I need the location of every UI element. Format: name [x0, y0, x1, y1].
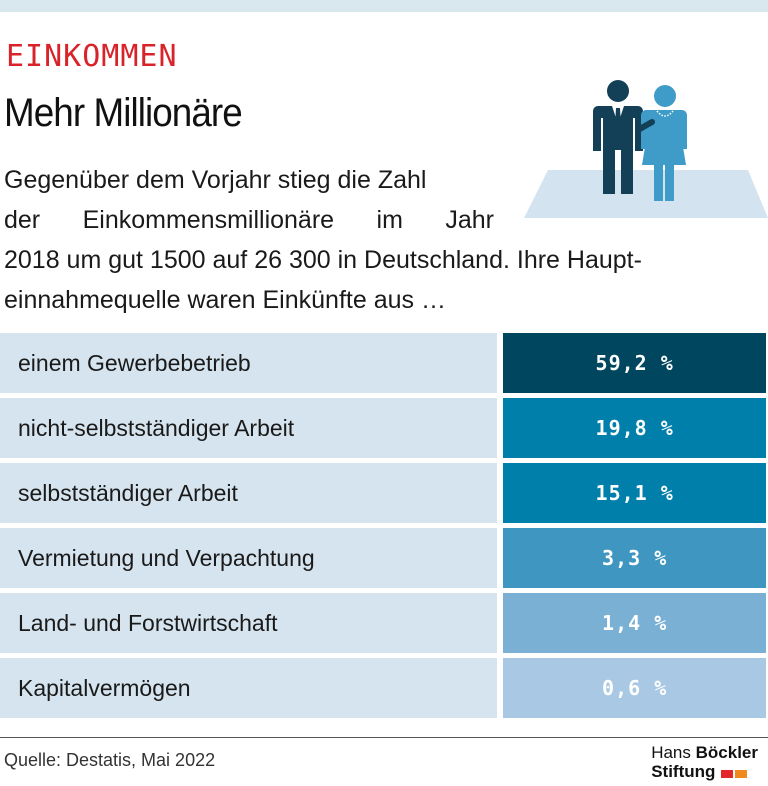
intro-text: Gegenüber dem Vorjahr stieg die Zahl der… — [4, 160, 766, 320]
category-label: selbstständiger Arbeit — [0, 463, 498, 523]
category-label: einem Gewerbebetrieb — [0, 333, 498, 393]
category-label: Vermietung und Verpachtung — [0, 528, 498, 588]
category-label: nicht-selbstständiger Arbeit — [0, 398, 498, 458]
intro-line-4: einnahmequelle waren Einkünfte aus … — [4, 286, 446, 314]
value-cell: 19,8 % — [503, 398, 767, 458]
value-cell: 0,6 % — [503, 658, 767, 718]
couple-on-platform-icon — [524, 80, 768, 218]
top-band — [0, 0, 768, 12]
intro-line-2: der Einkommensmillionäre im Jahr — [4, 206, 494, 234]
logo-text-boeckler: Böckler — [695, 743, 758, 762]
logo-text-stiftung: Stiftung — [651, 762, 716, 781]
chart-row: selbstständiger Arbeit 15,1 % — [0, 463, 768, 523]
logo-text-hans: Hans — [651, 743, 696, 762]
intro-line-3: 2018 um gut 1500 auf 26 300 in Deutschla… — [4, 246, 642, 274]
category-label: Land- und Forstwirtschaft — [0, 593, 498, 653]
category-label: Kapitalvermögen — [0, 658, 498, 718]
intro-line-1: Gegenüber dem Vorjahr stieg die Zahl — [4, 166, 427, 194]
value-cell: 15,1 % — [503, 463, 767, 523]
chart-row: Vermietung und Verpachtung 3,3 % — [0, 528, 768, 588]
source-note: Quelle: Destatis, Mai 2022 — [4, 750, 216, 770]
kicker: EINKOMMEN — [6, 39, 178, 74]
hbs-logo: Hans Böckler Stiftung — [651, 743, 758, 782]
value-cell: 3,3 % — [503, 528, 767, 588]
hbs-logo-squares-icon — [719, 763, 748, 782]
chart-row: Land- und Forstwirtschaft 1,4 % — [0, 593, 768, 653]
footer-divider — [0, 737, 768, 738]
chart-row: nicht-selbstständiger Arbeit 19,8 % — [0, 398, 768, 458]
page-title: Mehr Millionäre — [4, 91, 243, 135]
income-source-chart: einem Gewerbebetrieb 59,2 % nicht-selbst… — [0, 328, 768, 723]
value-cell: 59,2 % — [503, 333, 767, 393]
chart-row: Kapitalvermögen 0,6 % — [0, 658, 768, 718]
value-cell: 1,4 % — [503, 593, 767, 653]
chart-row: einem Gewerbebetrieb 59,2 % — [0, 333, 768, 393]
